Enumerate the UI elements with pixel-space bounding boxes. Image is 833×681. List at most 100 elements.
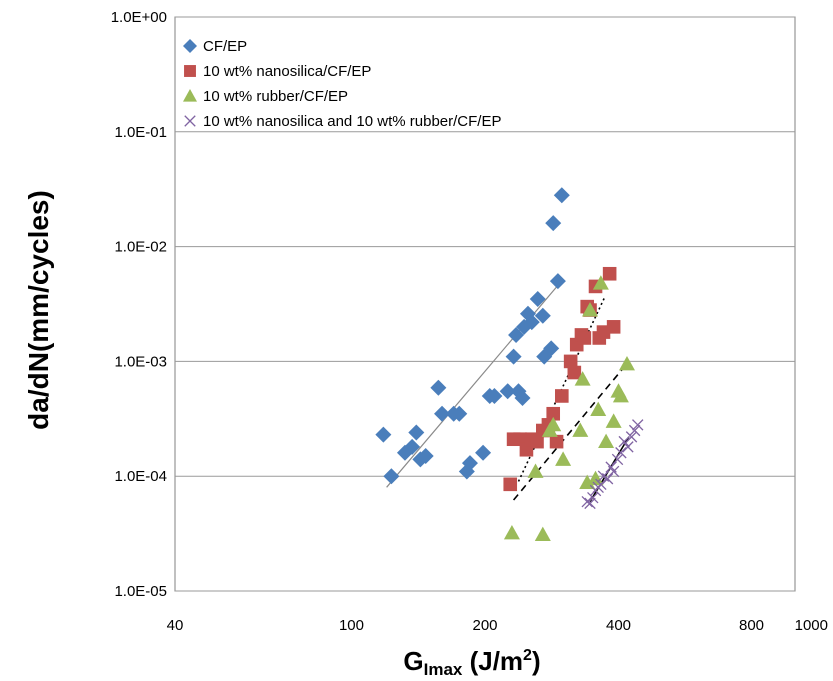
data-point: [519, 442, 534, 457]
data-point: [581, 495, 593, 508]
x-tick-label: 1000: [795, 617, 828, 634]
data-point: [527, 463, 544, 478]
legend-label: 10 wt% nanosilica and 10 wt% rubber/CF/E…: [203, 113, 501, 130]
data-point: [628, 424, 641, 437]
x-axis-title-main: G: [403, 646, 423, 676]
y-tick-label: 1.0E+00: [111, 9, 167, 26]
y-axis-tick-labels: 1.0E-05 1.0E-04 1.0E-03 1.0E-02 1.0E-01 1.0E+…: [111, 9, 167, 600]
gridlines: [175, 16, 795, 592]
x-axis-title-unit: (J/m: [462, 646, 523, 676]
data-point: [615, 447, 627, 459]
data-point: [574, 371, 591, 386]
x-axis-title-close: ): [532, 646, 541, 676]
data-point: [601, 473, 614, 485]
data-point: [555, 451, 572, 466]
legend-entry-10-wt-rubber-cf-ep: 10 wt% rubber/CF/EP: [183, 88, 348, 105]
data-point: [632, 419, 644, 431]
data-point: [545, 416, 562, 432]
data-point: [553, 187, 570, 204]
data-point: [383, 468, 400, 485]
legend-marker: [183, 39, 197, 53]
x-tick-label: 400: [606, 617, 631, 634]
x-tick-label: 100: [339, 617, 364, 634]
legend-label: 10 wt% nanosilica/CF/EP: [203, 63, 371, 80]
data-point: [534, 526, 551, 541]
data-point: [587, 491, 599, 504]
data-point: [592, 275, 609, 290]
data-point: [417, 447, 434, 464]
data-point: [523, 314, 540, 331]
legend-entry-cf-ep: CF/EP: [183, 38, 247, 55]
series-10-wt-nanosilica-and-10-wt-rubber-cf-ep: [581, 419, 644, 510]
data-point: [595, 478, 607, 491]
data-point: [451, 405, 468, 422]
x-axis-title-superscript: 2: [523, 647, 532, 664]
y-tick-label: 1.0E-03: [114, 353, 167, 370]
series-10-wt-nanosilica-cf-ep: [503, 266, 621, 492]
data-point: [503, 477, 518, 492]
x-tick-label: 200: [472, 617, 497, 634]
legend-entry-10-wt-nanosilica-and-10-wt-rubber-cf-ep: 10 wt% nanosilica and 10 wt% rubber/CF/E…: [184, 113, 501, 130]
data-point: [622, 441, 634, 453]
data-point: [461, 455, 478, 472]
data-point: [577, 331, 592, 345]
x-axis-title-subscript: Imax: [424, 660, 463, 679]
data-point: [404, 438, 421, 455]
data-point: [555, 389, 569, 403]
x-tick-label: 40: [167, 617, 184, 634]
plot-area: [174, 16, 796, 592]
data-point: [499, 383, 516, 400]
data-point: [587, 470, 604, 486]
x-axis-title: GImax (J/m2): [403, 646, 540, 679]
data-point: [530, 434, 544, 449]
data-point: [582, 302, 599, 317]
legend-label: 10 wt% rubber/CF/EP: [203, 88, 348, 105]
data-point: [529, 290, 546, 307]
legend-entry-10-wt-nanosilica-cf-ep: 10 wt% nanosilica/CF/EP: [184, 63, 371, 80]
data-point: [545, 215, 562, 232]
data-point: [513, 432, 527, 447]
data-point: [625, 431, 638, 443]
data-point: [607, 465, 620, 478]
data-point: [602, 266, 617, 281]
y-tick-label: 1.0E-02: [114, 239, 167, 256]
data-point: [503, 525, 520, 540]
data-point: [543, 340, 560, 357]
data-point: [549, 434, 564, 449]
x-axis-tick-labels: 40 100 200 400 800 1000: [167, 617, 828, 634]
data-point: [563, 354, 578, 369]
data-point: [514, 389, 531, 406]
y-tick-label: 1.0E-05: [114, 583, 167, 600]
data-point: [549, 273, 566, 290]
data-point: [605, 413, 622, 428]
data-point: [408, 424, 425, 441]
legend-marker: [184, 115, 196, 127]
series-10-wt-rubber-cf-ep: [503, 275, 635, 541]
data-point: [584, 497, 596, 510]
data-point: [612, 387, 629, 403]
data-point: [598, 433, 615, 449]
legend-marker: [183, 89, 197, 102]
data-point: [618, 435, 630, 448]
data-point: [611, 453, 624, 466]
data-point: [430, 379, 447, 396]
y-tick-label: 1.0E-04: [114, 468, 167, 485]
data-point: [434, 405, 451, 422]
legend-label: CF/EP: [203, 38, 247, 55]
data-point: [505, 348, 522, 365]
data-point: [508, 326, 525, 343]
series-cf-ep: [375, 187, 570, 485]
data-point: [567, 365, 582, 380]
data-point: [534, 307, 551, 324]
data-point: [486, 387, 503, 404]
data-point: [618, 355, 635, 371]
data-point: [475, 444, 492, 461]
data-points: [375, 187, 644, 541]
x-tick-label: 800: [739, 617, 764, 634]
data-point: [375, 426, 392, 443]
data-point: [546, 406, 561, 421]
data-point: [606, 320, 621, 334]
legend-marker: [184, 65, 196, 77]
data-point: [572, 422, 589, 437]
